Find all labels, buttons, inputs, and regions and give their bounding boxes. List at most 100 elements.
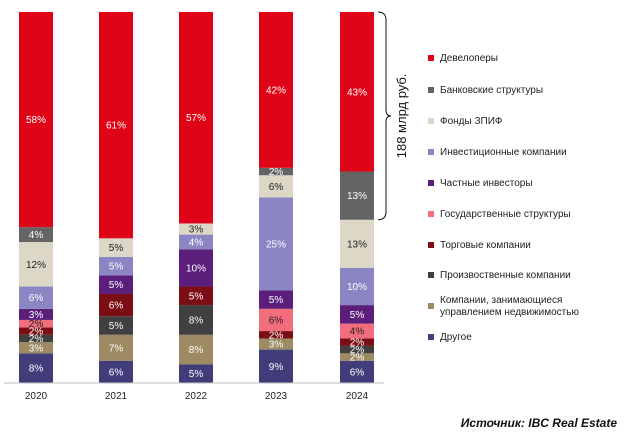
bar-segment bbox=[179, 364, 213, 383]
data-label: 2% bbox=[269, 167, 284, 178]
bar-segment bbox=[340, 323, 374, 339]
x-tick-label: 2022 bbox=[185, 391, 208, 402]
bar-segment bbox=[259, 197, 293, 291]
bar-segment bbox=[19, 319, 53, 328]
bar-segment bbox=[99, 293, 133, 317]
legend-swatch bbox=[428, 334, 434, 340]
data-label: 10% bbox=[186, 263, 206, 274]
legend: Девелоперы Банковские структуры Фонды ЗПИФ… bbox=[428, 53, 579, 343]
data-label: 61% bbox=[106, 121, 126, 132]
bar-segment bbox=[99, 256, 133, 276]
data-label: 4% bbox=[29, 230, 44, 241]
data-label: 6% bbox=[350, 367, 365, 378]
legend-item: Произвоственные компании bbox=[428, 270, 571, 281]
legend-swatch bbox=[428, 211, 434, 217]
legend-label: Фонды ЗПИФ bbox=[440, 116, 503, 127]
bar-segment bbox=[19, 353, 53, 383]
bar-segment bbox=[340, 338, 374, 346]
bar-segment bbox=[19, 12, 53, 228]
data-label: 4% bbox=[189, 238, 204, 249]
bar-segment bbox=[19, 334, 53, 343]
bar-segment bbox=[259, 12, 293, 168]
data-label: 5% bbox=[269, 295, 284, 306]
data-label: 6% bbox=[269, 315, 284, 326]
data-label: 5% bbox=[109, 321, 124, 332]
data-label: 13% bbox=[347, 191, 367, 202]
data-label: 3% bbox=[29, 310, 44, 321]
annotation-text: 188 млрд руб. bbox=[394, 74, 409, 159]
x-tick-label: 2024 bbox=[346, 391, 369, 402]
data-label: 8% bbox=[189, 345, 204, 356]
legend-swatch bbox=[428, 149, 434, 155]
data-label: 2% bbox=[29, 327, 44, 338]
legend-label: Государственные структуры bbox=[440, 209, 571, 220]
legend-swatch bbox=[428, 180, 434, 186]
data-label: 2% bbox=[350, 353, 365, 364]
legend-swatch bbox=[428, 118, 434, 124]
bar-segment bbox=[259, 308, 293, 332]
bar-segment bbox=[340, 360, 374, 383]
bar-segment bbox=[179, 234, 213, 250]
bar-segment bbox=[259, 175, 293, 198]
bar-segment bbox=[259, 290, 293, 309]
legend-label: Другое bbox=[440, 332, 472, 343]
data-label: 5% bbox=[189, 291, 204, 302]
legend-swatch bbox=[428, 87, 434, 93]
data-label: 5% bbox=[109, 280, 124, 291]
data-label: 6% bbox=[109, 301, 124, 312]
bar-segment bbox=[19, 327, 53, 335]
x-tick-label: 2020 bbox=[25, 391, 48, 402]
data-label: 58% bbox=[26, 115, 46, 126]
data-label: 5% bbox=[109, 262, 124, 273]
legend-label: Торговые компании bbox=[440, 240, 531, 251]
bar-segment bbox=[99, 12, 133, 239]
bar-segment bbox=[179, 12, 213, 224]
legend-item: Фонды ЗПИФ bbox=[428, 116, 503, 127]
bar-segment bbox=[259, 349, 293, 383]
legend-item: Банковские структуры bbox=[428, 85, 543, 96]
data-label: 2% bbox=[29, 319, 44, 330]
bar-segment bbox=[340, 219, 374, 268]
legend-item: Девелоперы bbox=[428, 53, 498, 64]
x-tick-label: 2021 bbox=[105, 391, 128, 402]
bar-segment bbox=[99, 238, 133, 257]
legend-swatch bbox=[428, 55, 434, 61]
data-label: 2% bbox=[269, 330, 284, 341]
legend-swatch bbox=[428, 242, 434, 248]
data-label: 43% bbox=[347, 87, 367, 98]
legend-item: Инвестиционные компании bbox=[428, 147, 567, 158]
bar-segment bbox=[259, 167, 293, 176]
legend-item: Другое bbox=[428, 332, 472, 343]
x-tick-label: 2023 bbox=[265, 391, 288, 402]
bar-segment bbox=[179, 334, 213, 365]
legend-label: Компании, занимающиеся управлением недвиж… bbox=[440, 295, 579, 318]
data-label: 12% bbox=[26, 260, 46, 271]
bar-segment bbox=[340, 12, 374, 172]
bar-segment bbox=[19, 286, 53, 309]
data-label: 2% bbox=[350, 345, 365, 356]
data-label: 6% bbox=[109, 367, 124, 378]
data-label: 5% bbox=[109, 243, 124, 254]
legend-label: Девелоперы bbox=[440, 53, 498, 64]
data-label: 7% bbox=[109, 343, 124, 354]
bar-segment bbox=[259, 331, 293, 339]
bar-segment bbox=[340, 345, 374, 354]
data-label: 57% bbox=[186, 113, 206, 124]
bar-segment bbox=[179, 305, 213, 335]
bar-segment bbox=[340, 267, 374, 306]
legend-item: Частные инвесторы bbox=[428, 178, 533, 189]
bar-segment bbox=[340, 171, 374, 220]
legend-item: Торговые компании bbox=[428, 240, 531, 251]
data-label: 13% bbox=[347, 239, 367, 250]
legend-label: Инвестиционные компании bbox=[440, 147, 567, 158]
bar-segment bbox=[340, 353, 374, 361]
source-note: Источник: IBC Real Estate bbox=[461, 416, 618, 430]
data-label: 3% bbox=[269, 340, 284, 351]
data-label: 9% bbox=[269, 362, 284, 373]
legend-swatch bbox=[428, 272, 434, 278]
data-label: 42% bbox=[266, 85, 286, 96]
legend-swatch bbox=[428, 303, 434, 309]
data-label: 3% bbox=[29, 343, 44, 354]
bar-segment bbox=[99, 316, 133, 335]
